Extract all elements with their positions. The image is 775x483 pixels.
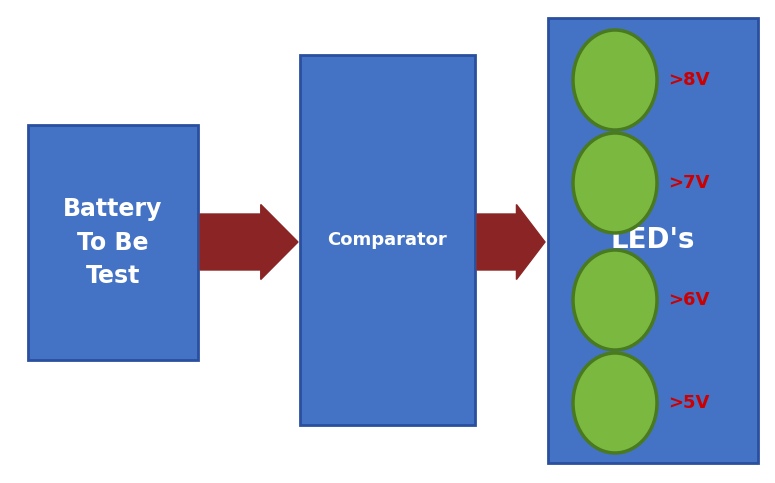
- Text: Comparator: Comparator: [328, 231, 447, 249]
- Text: >6V: >6V: [668, 291, 709, 309]
- Text: LED's: LED's: [611, 227, 695, 255]
- FancyBboxPatch shape: [28, 125, 198, 360]
- Text: >5V: >5V: [668, 394, 709, 412]
- FancyBboxPatch shape: [548, 18, 758, 463]
- Ellipse shape: [573, 353, 657, 453]
- Polygon shape: [200, 204, 298, 280]
- Ellipse shape: [573, 133, 657, 233]
- Polygon shape: [477, 204, 545, 280]
- Text: >8V: >8V: [668, 71, 709, 89]
- FancyBboxPatch shape: [300, 55, 475, 425]
- Ellipse shape: [573, 30, 657, 130]
- Text: >7V: >7V: [668, 174, 709, 192]
- Ellipse shape: [573, 250, 657, 350]
- Text: Battery
To Be
Test: Battery To Be Test: [64, 197, 163, 288]
